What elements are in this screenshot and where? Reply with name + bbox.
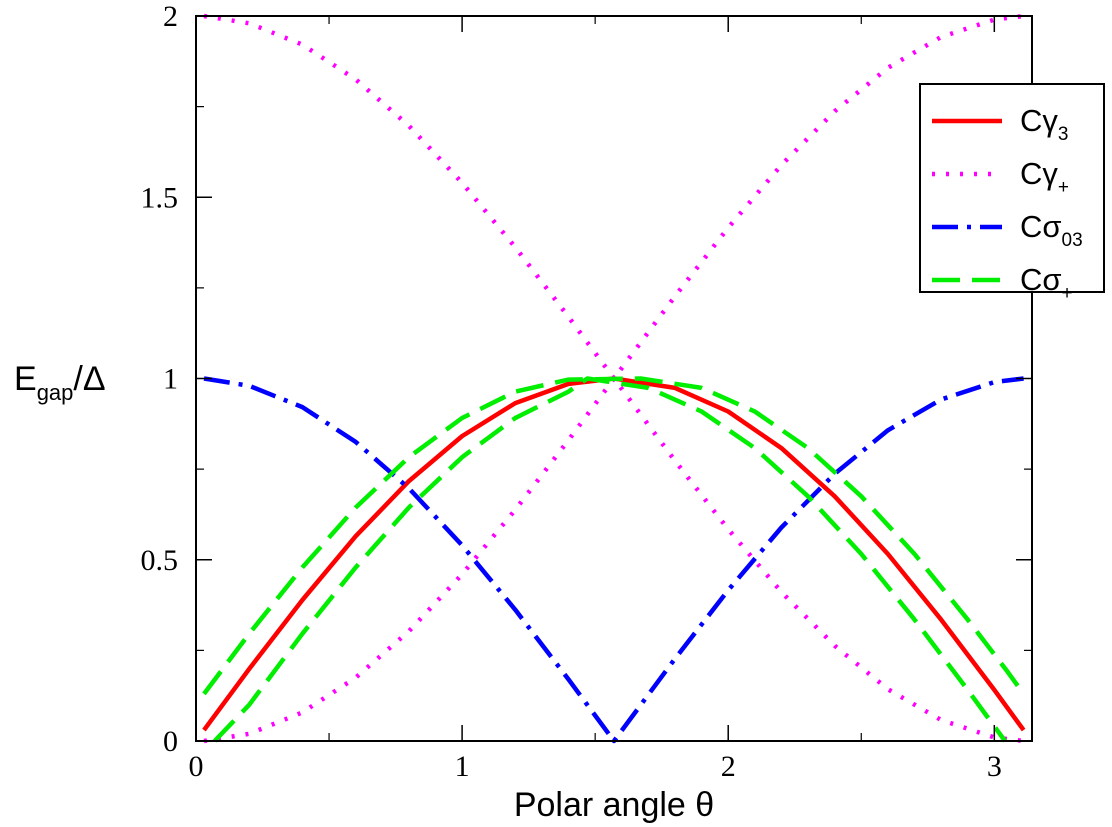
series-line-cgamma-plus-b bbox=[203, 13, 1024, 744]
x-tick-label: 0 bbox=[189, 750, 204, 783]
legend-label-sub: 03 bbox=[1062, 230, 1083, 251]
x-tick-label: 3 bbox=[987, 750, 1002, 783]
legend-label-sub: 3 bbox=[1058, 124, 1069, 145]
y-tick-label: 0 bbox=[163, 725, 178, 758]
y-axis-title-suffix: /Δ bbox=[73, 360, 105, 398]
x-axis-title: Polar angle θ bbox=[514, 786, 714, 824]
y-axis-title: Egap/Δ bbox=[14, 360, 106, 405]
series-line-csigma03 bbox=[203, 376, 1024, 744]
legend-box bbox=[919, 83, 1105, 293]
y-axis-title-main: E bbox=[14, 360, 37, 398]
x-tick-label: 2 bbox=[721, 750, 736, 783]
y-axis-title-sub: gap bbox=[37, 380, 74, 405]
legend-label: Cγ3 bbox=[1020, 103, 1068, 145]
legend-label: Cσ03 bbox=[1020, 209, 1083, 251]
legend-label-base: Cσ bbox=[1020, 262, 1062, 297]
series-line-csigma-plus-a bbox=[202, 376, 1026, 696]
legend-label-base: Cγ bbox=[1020, 103, 1058, 138]
y-tick-label: 1 bbox=[163, 363, 178, 396]
x-tick-label: 1 bbox=[455, 750, 470, 783]
legend-label-base: Cσ bbox=[1020, 209, 1062, 244]
legend-label-sub: + bbox=[1058, 177, 1069, 198]
legend-label-base: Cγ bbox=[1020, 156, 1058, 191]
legend-label: Cσ+ bbox=[1020, 262, 1073, 304]
series-line-cgamma-plus-a bbox=[203, 13, 1024, 744]
axes-layer: 0 1 2 3 0 0.5 1 1.5 2 bbox=[141, 0, 1033, 783]
plot-layer bbox=[202, 13, 1026, 744]
legend-label: Cγ+ bbox=[1020, 156, 1069, 198]
legend-label-sub: + bbox=[1062, 283, 1073, 304]
y-tick-label: 0.5 bbox=[141, 544, 179, 577]
series-line-cgamma3 bbox=[202, 376, 1026, 732]
series-line-csigma-plus-b bbox=[212, 376, 1007, 743]
y-tick-label: 2 bbox=[163, 0, 178, 33]
y-tick-label: 1.5 bbox=[141, 181, 179, 214]
